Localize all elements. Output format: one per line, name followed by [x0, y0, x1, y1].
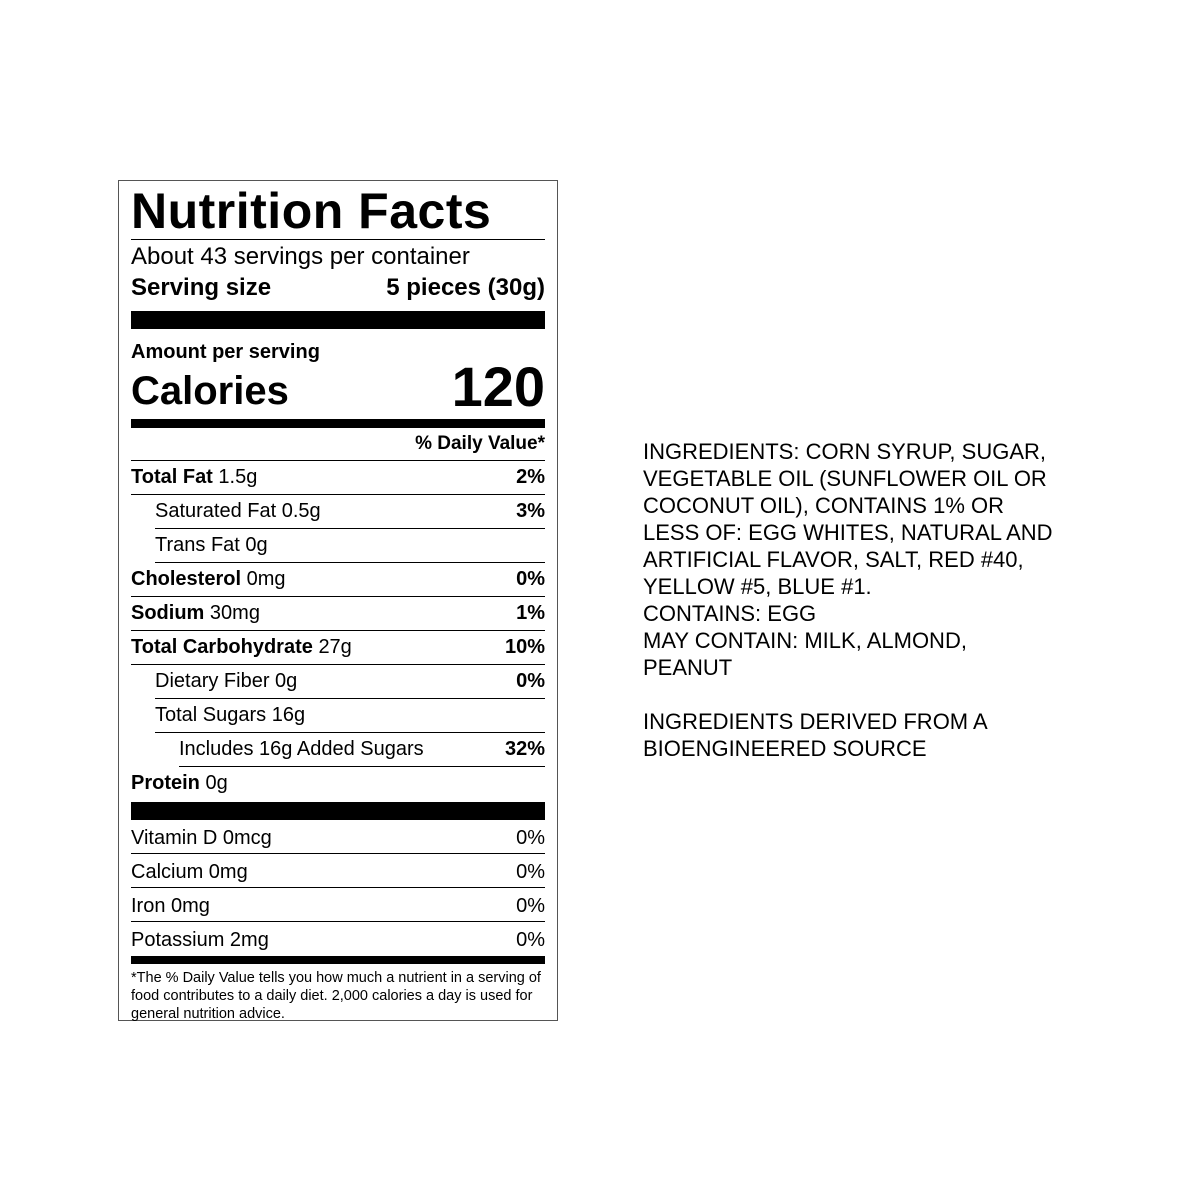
ingredients-line: LESS OF: EGG WHITES, NATURAL AND	[643, 520, 1053, 545]
nutrient-amount: 16g	[271, 704, 306, 726]
vitamin-row: Vitamin D 0mcg 0%	[131, 820, 545, 854]
nutrient-name: Dietary Fiber 0g	[155, 665, 297, 698]
vitamin-row: Iron 0mg 0%	[131, 888, 545, 922]
medium-divider	[131, 956, 545, 964]
nutrient-label: Dietary Fiber	[155, 670, 270, 692]
label-title: Nutrition Facts	[131, 183, 545, 240]
nutrient-row: Total Sugars 16g	[155, 699, 545, 733]
nutrient-label: Total Fat	[131, 466, 213, 488]
vitamin-label: Iron 0mg	[131, 895, 210, 917]
nutrient-name: Trans Fat 0g	[155, 529, 268, 562]
nutrient-label: Includes 16g Added Sugars	[179, 738, 424, 760]
nutrient-name: Total Carbohydrate 27g	[131, 631, 352, 664]
nutrient-name: Protein 0g	[131, 767, 228, 801]
vitamin-daily-value: 0%	[516, 861, 545, 883]
ingredients-line: PEANUT	[643, 655, 733, 680]
nutrient-row: Includes 16g Added Sugars 32%	[179, 733, 545, 767]
calories-label: Calories	[131, 369, 289, 413]
thick-divider	[131, 802, 545, 820]
nutrient-row: Saturated Fat 0.5g 3%	[155, 495, 545, 529]
calories-value: 120	[451, 355, 545, 418]
nutrient-amount: 0mg	[246, 568, 286, 590]
nutrient-daily-value: 0%	[516, 670, 545, 692]
nutrient-name: Total Fat 1.5g	[131, 461, 257, 494]
nutrient-amount: 1.5g	[218, 466, 258, 488]
nutrient-row: Cholesterol 0mg 0%	[131, 563, 545, 597]
thick-divider	[131, 311, 545, 329]
vitamin-label: Potassium 2mg	[131, 929, 269, 951]
nutrition-facts-label: Nutrition Facts About 43 servings per co…	[118, 180, 558, 1022]
vitamin-row: Potassium 2mg 0%	[131, 922, 545, 956]
ingredients-line: CONTAINS: EGG	[643, 601, 817, 626]
nutrient-row: Dietary Fiber 0g 0%	[155, 665, 545, 699]
medium-divider	[131, 419, 545, 428]
vitamin-label: Vitamin D 0mcg	[131, 827, 272, 849]
nutrient-amount: 27g	[318, 636, 352, 658]
nutrient-name: Includes 16g Added Sugars	[179, 733, 424, 766]
nutrient-daily-value: 0%	[516, 568, 545, 590]
nutrient-daily-value: 2%	[516, 466, 545, 488]
vitamin-row: Calcium 0mg 0%	[131, 854, 545, 888]
spacer	[643, 681, 1113, 708]
nutrient-daily-value: 1%	[516, 602, 545, 624]
nutrient-name: Saturated Fat 0.5g	[155, 495, 321, 528]
vitamin-daily-value: 0%	[516, 929, 545, 951]
nutrient-name: Total Sugars 16g	[155, 699, 305, 732]
nutrient-amount: 0g	[245, 534, 268, 556]
nutrient-daily-value: 32%	[504, 738, 545, 760]
nutrient-row: Total Fat 1.5g 2%	[131, 461, 545, 495]
serving-size-label: Serving size	[131, 274, 272, 301]
bioengineered-line: BIOENGINEERED SOURCE	[643, 736, 927, 761]
nutrient-amount: 0g	[275, 670, 298, 692]
nutrient-amount: 0g	[205, 772, 228, 794]
nutrient-name: Sodium 30mg	[131, 597, 260, 630]
nutrient-daily-value: 3%	[516, 500, 545, 522]
vitamin-label: Calcium 0mg	[131, 861, 248, 883]
serving-size-value: 5 pieces (30g)	[386, 274, 545, 301]
calories-row: Calories 120	[131, 355, 545, 418]
ingredients-line: YELLOW #5, BLUE #1.	[643, 574, 872, 599]
amount-per-serving: Amount per serving	[131, 341, 320, 363]
ingredients-line: ARTIFICIAL FLAVOR, SALT, RED #40,	[643, 547, 1024, 572]
daily-value-header: % Daily Value*	[131, 428, 545, 461]
vitamin-daily-value: 0%	[516, 895, 545, 917]
nutrient-row: Protein 0g	[131, 767, 545, 801]
bioengineered-line: INGREDIENTS DERIVED FROM A	[643, 709, 988, 734]
ingredients-line: INGREDIENTS: CORN SYRUP, SUGAR,	[643, 439, 1046, 464]
nutrient-label: Sodium	[131, 602, 205, 624]
vitamin-daily-value: 0%	[516, 827, 545, 849]
nutrient-daily-value: 10%	[504, 636, 545, 658]
ingredients-line: COCONUT OIL), CONTAINS 1% OR	[643, 493, 1005, 518]
nutrient-label: Cholesterol	[131, 568, 242, 590]
ingredients-line: VEGETABLE OIL (SUNFLOWER OIL OR	[643, 466, 1047, 491]
nutrient-row: Sodium 30mg 1%	[131, 597, 545, 631]
nutrient-row: Total Carbohydrate 27g 10%	[131, 631, 545, 665]
nutrient-label: Total Sugars	[155, 704, 267, 726]
ingredients-text: INGREDIENTS: CORN SYRUP, SUGAR, VEGETABLE…	[643, 438, 1113, 762]
nutrient-amount: 30mg	[209, 602, 260, 624]
nutrient-label: Protein	[131, 772, 200, 794]
serving-size: Serving size 5 pieces (30g)	[131, 273, 545, 303]
nutrient-label: Total Carbohydrate	[131, 636, 313, 658]
nutrient-label: Trans Fat	[155, 534, 240, 556]
nutrient-amount: 0.5g	[281, 500, 321, 522]
nutrient-name: Cholesterol 0mg	[131, 563, 286, 596]
nutrient-label: Saturated Fat	[155, 500, 277, 522]
nutrient-row: Trans Fat 0g	[155, 529, 545, 563]
footnote: *The % Daily Value tells you how much a …	[131, 970, 541, 1022]
servings-per-container: About 43 servings per container	[131, 243, 470, 270]
ingredients-line: MAY CONTAIN: MILK, ALMOND,	[643, 628, 967, 653]
